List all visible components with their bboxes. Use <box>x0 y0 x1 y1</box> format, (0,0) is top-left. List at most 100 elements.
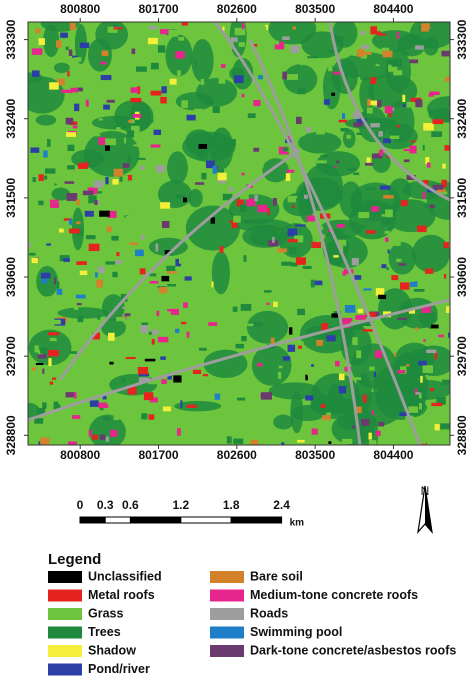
class-patch <box>267 133 273 139</box>
class-patch <box>309 328 312 333</box>
class-patch <box>374 350 383 359</box>
class-patch <box>419 91 426 97</box>
class-patch <box>130 97 142 103</box>
class-patch <box>375 430 381 437</box>
tree-patch <box>322 65 341 110</box>
class-patch <box>403 149 415 152</box>
class-patch <box>222 405 232 411</box>
class-patch <box>108 332 115 341</box>
class-patch <box>122 306 126 309</box>
class-patch <box>132 114 142 118</box>
tree-patch <box>101 294 125 321</box>
class-patch <box>328 441 332 444</box>
class-patch <box>44 140 48 146</box>
class-patch <box>371 206 379 212</box>
class-patch <box>342 324 353 333</box>
class-patch <box>394 240 401 247</box>
class-patch <box>143 337 148 344</box>
class-patch <box>268 240 279 247</box>
class-patch <box>29 252 36 256</box>
class-patch <box>50 202 59 208</box>
x-tick-label-top: 803500 <box>295 2 335 16</box>
class-patch <box>135 249 144 257</box>
scale-segment <box>79 516 106 524</box>
class-patch <box>127 155 131 163</box>
class-patch <box>378 294 387 300</box>
class-patch <box>393 70 403 76</box>
class-patch <box>429 324 439 329</box>
class-patch <box>431 402 443 407</box>
class-patch <box>297 439 305 443</box>
class-patch <box>66 193 78 201</box>
class-patch <box>161 220 170 229</box>
class-patch <box>266 302 270 305</box>
class-patch <box>305 374 308 381</box>
class-patch <box>208 322 218 326</box>
class-patch <box>338 373 345 381</box>
class-patch <box>272 236 275 243</box>
class-patch <box>178 36 185 41</box>
class-patch <box>257 362 263 367</box>
class-patch <box>424 203 430 208</box>
class-patch <box>295 224 306 227</box>
class-patch <box>298 345 303 349</box>
class-patch <box>186 404 197 408</box>
class-patch <box>368 432 372 440</box>
legend-label: Medium-tone concrete roofs <box>250 588 418 602</box>
class-patch <box>113 168 123 177</box>
class-patch <box>150 119 154 123</box>
class-patch <box>63 258 70 262</box>
class-patch <box>399 412 410 417</box>
class-patch <box>144 358 156 362</box>
class-patch <box>443 329 449 338</box>
class-patch <box>95 272 98 278</box>
class-patch <box>205 160 215 169</box>
class-patch <box>211 281 214 288</box>
class-patch <box>92 332 101 340</box>
class-patch <box>369 366 375 371</box>
class-patch <box>137 239 141 246</box>
class-patch <box>178 256 182 264</box>
tree-patch <box>262 158 289 183</box>
class-patch <box>371 410 374 416</box>
class-patch <box>390 378 394 384</box>
class-patch <box>68 228 80 234</box>
class-patch <box>230 182 238 188</box>
class-patch <box>148 25 158 30</box>
class-patch <box>438 334 447 338</box>
class-patch <box>210 217 216 224</box>
class-patch <box>443 274 447 279</box>
class-patch <box>441 136 450 141</box>
class-patch <box>310 279 315 288</box>
class-patch <box>429 110 435 114</box>
class-patch <box>116 127 121 131</box>
scale-label: 0 <box>77 498 84 512</box>
class-patch <box>37 368 46 373</box>
legend-swatch <box>48 589 82 602</box>
class-patch <box>384 230 390 234</box>
class-patch <box>113 125 124 129</box>
class-patch <box>311 428 318 435</box>
class-patch <box>294 53 303 60</box>
y-tick-label-right: 330600 <box>455 257 469 297</box>
class-patch <box>188 34 194 40</box>
class-patch <box>295 257 306 265</box>
class-patch <box>234 27 246 36</box>
tree-patch <box>54 62 70 73</box>
scale-segment <box>129 516 182 524</box>
class-patch <box>419 392 422 399</box>
tree-patch <box>341 52 394 81</box>
scale-segment <box>104 516 131 524</box>
class-patch <box>382 50 393 58</box>
legend-label: Unclassified <box>88 569 162 583</box>
class-patch <box>414 388 418 396</box>
class-patch <box>232 306 238 312</box>
class-patch <box>385 209 393 218</box>
class-patch <box>75 294 86 299</box>
class-patch <box>391 58 403 67</box>
y-tick-label-left: 328800 <box>4 415 18 455</box>
class-patch <box>272 198 277 206</box>
class-patch <box>82 190 94 196</box>
class-patch <box>428 93 434 97</box>
class-patch <box>46 296 54 303</box>
